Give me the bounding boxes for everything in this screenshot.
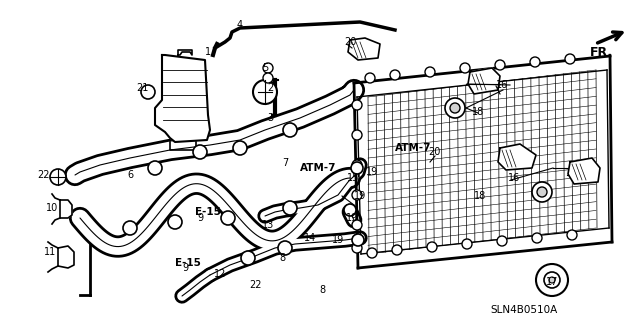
Circle shape: [352, 220, 362, 230]
Circle shape: [549, 277, 555, 283]
Circle shape: [450, 103, 460, 113]
Text: 19: 19: [332, 235, 344, 245]
Text: 13: 13: [262, 220, 274, 230]
Circle shape: [567, 230, 577, 240]
Text: 15: 15: [347, 173, 359, 183]
Circle shape: [460, 63, 470, 73]
Text: 14: 14: [304, 233, 316, 243]
Text: 19: 19: [346, 213, 358, 223]
Text: 21: 21: [136, 83, 148, 93]
Text: E-15: E-15: [195, 207, 221, 217]
Circle shape: [50, 169, 66, 185]
Text: 19: 19: [366, 167, 378, 177]
Text: 20: 20: [344, 37, 356, 47]
Circle shape: [352, 190, 362, 200]
Text: 18: 18: [472, 107, 484, 117]
Text: FR.: FR.: [590, 46, 613, 59]
Text: 16: 16: [508, 173, 520, 183]
Circle shape: [532, 182, 552, 202]
Polygon shape: [178, 50, 192, 55]
Text: 1: 1: [205, 47, 211, 57]
Circle shape: [168, 215, 182, 229]
Circle shape: [233, 141, 247, 155]
Circle shape: [445, 98, 465, 118]
Polygon shape: [568, 158, 600, 184]
Text: 4: 4: [237, 20, 243, 30]
Text: 9: 9: [197, 213, 203, 223]
Circle shape: [352, 160, 362, 170]
Text: 2: 2: [267, 83, 273, 93]
Circle shape: [537, 187, 547, 197]
Text: 22: 22: [249, 280, 261, 290]
Polygon shape: [348, 38, 380, 60]
Circle shape: [462, 239, 472, 249]
Circle shape: [253, 80, 277, 104]
Text: 16: 16: [496, 80, 508, 90]
Text: 5: 5: [262, 63, 268, 73]
Circle shape: [536, 264, 568, 296]
Text: 17: 17: [546, 277, 558, 287]
Circle shape: [495, 60, 505, 70]
Text: 22: 22: [38, 170, 51, 180]
Circle shape: [141, 85, 155, 99]
Polygon shape: [155, 55, 210, 142]
Circle shape: [283, 123, 297, 137]
Circle shape: [352, 243, 362, 253]
Circle shape: [392, 245, 402, 255]
Text: 12: 12: [214, 269, 226, 279]
Circle shape: [221, 211, 235, 225]
Text: 10: 10: [46, 203, 58, 213]
Text: 8: 8: [319, 285, 325, 295]
Circle shape: [352, 130, 362, 140]
Text: 3: 3: [267, 113, 273, 123]
Circle shape: [544, 272, 560, 288]
Text: 9: 9: [182, 263, 188, 273]
Circle shape: [193, 145, 207, 159]
Circle shape: [367, 248, 377, 258]
Circle shape: [365, 73, 375, 83]
Circle shape: [148, 161, 162, 175]
Text: E-15: E-15: [175, 258, 201, 268]
Circle shape: [123, 221, 137, 235]
Circle shape: [390, 70, 400, 80]
Circle shape: [351, 162, 363, 174]
Text: 18: 18: [474, 191, 486, 201]
Circle shape: [497, 236, 507, 246]
Text: ATM-7: ATM-7: [395, 143, 431, 153]
Circle shape: [278, 241, 292, 255]
Circle shape: [532, 233, 542, 243]
Circle shape: [530, 57, 540, 67]
Circle shape: [263, 73, 273, 83]
Text: 19: 19: [354, 191, 366, 201]
Text: SLN4B0510A: SLN4B0510A: [490, 305, 557, 315]
Polygon shape: [468, 68, 500, 94]
Polygon shape: [58, 246, 74, 268]
Circle shape: [344, 204, 356, 216]
Circle shape: [565, 54, 575, 64]
Polygon shape: [60, 200, 72, 218]
Text: 11: 11: [44, 247, 56, 257]
Text: 20: 20: [428, 147, 440, 157]
Text: 7: 7: [282, 158, 288, 168]
Circle shape: [283, 201, 297, 215]
Circle shape: [241, 251, 255, 265]
Circle shape: [263, 63, 273, 73]
Text: ATM-7: ATM-7: [300, 163, 337, 173]
Circle shape: [352, 100, 362, 110]
Polygon shape: [498, 144, 536, 170]
Text: 8: 8: [279, 253, 285, 263]
Circle shape: [352, 234, 364, 246]
Text: 6: 6: [127, 170, 133, 180]
Circle shape: [427, 242, 437, 252]
Circle shape: [425, 67, 435, 77]
